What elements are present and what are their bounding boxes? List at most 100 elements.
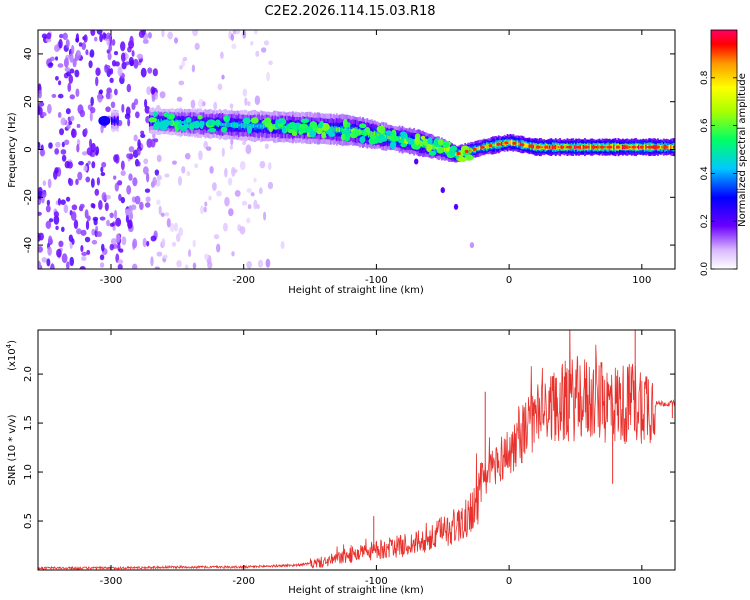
spectrogram-noise-cell [174,222,178,232]
spectrogram-band-cell [159,119,162,124]
spectrogram-noise-cell [158,205,162,215]
spectrogram-band-cell [534,144,537,149]
spectrogram-band-blob [458,150,464,158]
spectrogram-noise-cell [245,144,252,155]
spectrogram-noise-cell [48,142,53,149]
spectrogram-band-blob [457,156,467,163]
spectrogram-noise-cell [101,192,107,201]
snr-y-tick-label: 2.0 [23,366,34,382]
spectrogram-noise-cell [117,259,124,265]
spectrogram-band-cell [510,140,513,146]
spectrogram-noise-cell [66,124,71,130]
spectrogram-noise-cell [171,241,177,247]
spectrogram-noise-cell [58,33,64,39]
spectrogram-band-cell [236,122,239,129]
spectrogram-noise-cell [41,257,48,263]
spectrogram-noise-cell [181,166,186,174]
spectrogram-noise-cell [100,166,104,173]
spectrogram-noise-cell [192,262,197,269]
spectrogram-noise-cell [247,101,251,106]
spectrogram-noise-cell [118,248,124,253]
spectrogram-band-cell [420,140,423,147]
spectrogram-band-cell [621,144,624,150]
spectrogram-noise-cell [113,154,119,163]
spectrogram-band-blob [304,127,311,133]
spectrogram-band-cell [508,141,510,144]
spectrogram-band-cell [573,145,576,149]
spectrogram-band-cell [433,145,436,149]
spectrogram-noise-cell [75,50,82,60]
spectrogram-noise-cell [57,93,64,99]
spectrogram-x-tick-label: -300 [100,275,123,286]
spectrogram-band-blob [376,126,382,132]
spectrogram-band-cell [185,119,188,126]
spectrogram-noise-cell [200,205,204,215]
spectrogram-band-blob [268,124,274,133]
spectrogram-noise-cell [184,264,189,269]
spectrogram-noise-cell [190,99,196,109]
spectrogram-noise-cell [169,223,175,232]
spectrogram-noise-cell [188,249,192,257]
spectrogram-noise-cell [202,101,206,107]
spectrogram-noise-cell [115,233,121,243]
spectrogram-noise-cell [132,238,138,249]
spectrogram-noise-cell [263,40,270,46]
spectrogram-noise-cell [113,209,118,220]
spectrogram-noise-cell [234,189,241,197]
spectrogram-band-cell [237,124,240,127]
spectrogram-noise-cell [95,150,99,156]
spectrogram-band-cell [614,146,617,148]
spectrogram-band-cell [611,146,614,148]
spectrogram-band-blob [426,143,433,153]
spectrogram-band-blob [168,114,175,120]
spectrogram-noise-cell [138,30,145,38]
spectrogram-band-cell [235,122,237,128]
spectrogram-noise-cell [59,128,65,136]
spectrogram-x-tick-label: -100 [365,275,388,286]
spectrogram-band-blob [177,122,183,130]
spectrogram-noise-cell [61,154,67,162]
spectrogram-noise-cell [178,80,185,86]
spectrogram-band-cell [673,145,675,149]
spectrogram-band-cell [227,122,230,128]
snr-x-tick-label: -200 [232,576,255,587]
spectrogram-peak-dot [623,145,628,149]
spectrogram-noise-cell [48,235,53,245]
spectrogram-band-cell [487,145,490,148]
spectrogram-band-cell [435,146,437,149]
spectrogram-band-cell [386,135,389,140]
spectrogram-peak-dot [552,145,557,149]
spectrogram-noise-cell [99,33,103,43]
spectrogram-band-cell [455,152,458,156]
spectrogram-noise-cell [71,204,78,211]
spectrogram-noise-cell [100,172,106,177]
spectrogram-y-tick-label: 0 [23,146,34,152]
spectrogram-band-cell [509,140,512,145]
spectrogram-noise-cell [84,209,89,219]
spectrogram-noise-cell [132,177,138,187]
spectrogram-band-cell [183,120,186,125]
spectrogram-noise-cell [162,254,168,259]
spectrogram-noise-cell [68,74,74,84]
spectrogram-band-blob [288,122,297,129]
spectrogram-band-blob [214,119,221,127]
spectrogram-noise-cell [156,199,161,205]
spectrogram-noise-cell [120,160,125,171]
spectrogram-noise-cell [164,173,170,178]
spectrogram-noise-cell [146,86,152,96]
spectrogram-noise-cell [154,169,160,176]
spectrogram-noise-cell [131,204,137,211]
spectrogram-noise-cell [79,266,86,269]
spectrogram-noise-cell [90,96,94,106]
spectrogram-band-cell [220,122,223,127]
spectrogram-noise-cell [143,158,149,165]
spectrogram-band-cell [239,124,242,127]
spectrogram-noise-cell [96,177,101,186]
spectrogram-noise-cell [70,44,75,55]
spectrogram-peak-dot [615,145,620,149]
spectrogram-noise-cell [256,203,260,210]
spectrogram-noise-cell [132,263,138,269]
spectrogram-band-cell [494,143,497,146]
spectrogram-band-cell [179,119,182,125]
spectrogram-noise-cell [89,106,96,114]
